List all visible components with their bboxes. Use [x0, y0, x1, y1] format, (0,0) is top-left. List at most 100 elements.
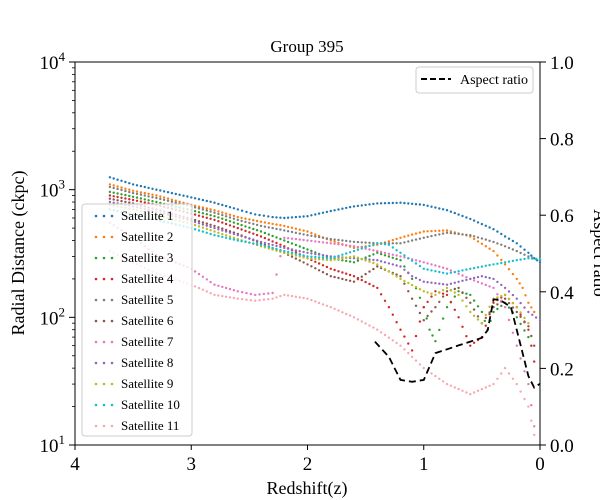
aspect-ratio-line [374, 298, 541, 389]
data-point [197, 205, 201, 208]
data-point [368, 203, 371, 206]
data-point [403, 254, 406, 257]
data-point [333, 258, 336, 261]
data-point [387, 306, 391, 309]
data-point [372, 253, 375, 256]
data-point [228, 287, 232, 291]
data-point [224, 228, 228, 232]
data-point [205, 224, 208, 227]
data-point [236, 226, 239, 230]
data-point [267, 292, 270, 295]
data-point [410, 349, 414, 352]
data-point [492, 382, 495, 386]
data-point [469, 344, 472, 347]
data-point [217, 294, 220, 297]
data-point [151, 196, 154, 199]
legend-swatch-dot [110, 403, 114, 407]
data-point [407, 257, 410, 260]
data-point [209, 214, 212, 217]
data-point [519, 258, 522, 261]
data-point [496, 303, 499, 306]
data-point [507, 372, 511, 375]
data-point [368, 258, 371, 261]
data-point [507, 290, 511, 293]
data-point [197, 220, 201, 223]
aspect-ratio-layer [374, 298, 541, 389]
data-point [224, 222, 228, 226]
y-tick-label: 101 [40, 432, 66, 457]
data-point [465, 268, 468, 271]
data-point [395, 273, 398, 276]
data-point [201, 221, 205, 224]
data-point [387, 252, 391, 255]
data-point [124, 180, 127, 184]
legend-swatch-dot [110, 298, 114, 302]
data-point [515, 382, 518, 386]
data-point [248, 226, 251, 229]
data-point [449, 210, 453, 213]
data-point [360, 320, 363, 323]
data-point [533, 257, 536, 260]
data-point [379, 293, 383, 296]
data-point [492, 263, 495, 266]
legend-right: Aspect ratio [415, 66, 534, 94]
data-point [120, 188, 123, 192]
data-point [425, 317, 428, 320]
data-point [174, 192, 177, 196]
data-point [527, 301, 530, 304]
data-point [530, 404, 533, 407]
data-point [294, 243, 298, 247]
data-point [302, 229, 305, 232]
data-point [379, 265, 383, 268]
data-point [252, 232, 255, 235]
data-point [267, 242, 270, 246]
data-point [523, 248, 526, 251]
data-point [383, 261, 387, 264]
legend-item: Satellite 9 [94, 376, 173, 391]
data-point [488, 247, 491, 250]
data-point [418, 296, 422, 299]
data-point [476, 221, 480, 224]
data-point [298, 232, 301, 235]
data-point [368, 260, 371, 263]
data-point [348, 240, 352, 243]
data-point [391, 339, 394, 342]
data-point [124, 189, 127, 193]
data-point [449, 282, 453, 285]
data-point [159, 197, 162, 201]
data-point [224, 215, 228, 218]
data-point [441, 266, 445, 269]
data-point [376, 249, 379, 253]
data-point [430, 229, 433, 233]
data-point [418, 237, 422, 240]
data-point [267, 233, 270, 236]
data-point [441, 292, 445, 295]
data-point [306, 248, 309, 251]
data-point [224, 204, 228, 208]
data-point [193, 228, 197, 231]
data-point [457, 293, 460, 297]
data-point [469, 310, 472, 314]
data-point [496, 262, 499, 265]
legend-label: Satellite 8 [121, 355, 173, 370]
data-point [457, 213, 460, 216]
data-point [449, 231, 453, 235]
data-point [271, 226, 274, 230]
data-point [395, 242, 398, 245]
data-point [352, 275, 356, 278]
data-point [368, 254, 371, 258]
data-point [263, 221, 267, 224]
data-point [484, 324, 487, 327]
data-point [376, 328, 379, 331]
data-point [368, 282, 371, 286]
data-point [399, 344, 402, 347]
data-point [286, 225, 290, 229]
data-point [480, 265, 484, 268]
data-point [538, 258, 542, 261]
data-point [538, 319, 542, 322]
data-point [283, 224, 286, 228]
data-point [387, 240, 391, 243]
data-point [515, 249, 518, 253]
data-point [407, 351, 410, 355]
legend-swatch-dot [102, 382, 106, 386]
